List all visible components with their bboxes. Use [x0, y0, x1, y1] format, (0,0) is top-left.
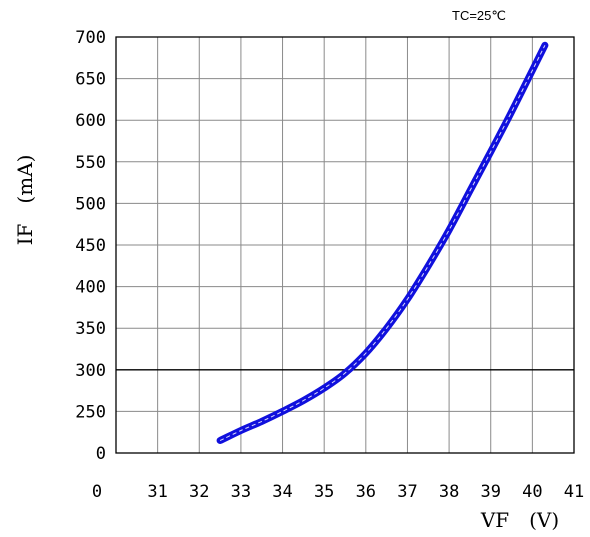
x-tick-label: 35	[314, 482, 334, 502]
y-tick-label: 300	[75, 361, 106, 381]
x-tick-label: 37	[397, 482, 417, 502]
series-line-highlight	[219, 45, 546, 441]
x-tick-label: 41	[564, 482, 584, 502]
grid	[115, 36, 575, 454]
y-tick-label: 400	[75, 278, 106, 298]
y-tick-label: 450	[75, 236, 106, 256]
y-tick-label: 500	[75, 194, 106, 214]
tick-labels: 0 250 300 350 400 450 500 550 600 650 700 0 31 32 33 34…	[75, 28, 584, 502]
x-tick-label: 0	[92, 482, 102, 502]
y-tick-label: 250	[75, 402, 106, 422]
annotation-tc: TC=25℃	[452, 8, 506, 23]
x-tick-label: 36	[356, 482, 376, 502]
x-tick-label: 32	[189, 482, 209, 502]
y-tick-label: 650	[75, 70, 106, 90]
x-axis-title: VF (V)	[480, 508, 559, 532]
series-layer	[216, 41, 549, 444]
y-axis-title: IF (mA)	[13, 155, 37, 246]
y-tick-label: 550	[75, 153, 106, 173]
x-tick-label: 40	[522, 482, 542, 502]
x-tick-label: 39	[480, 482, 500, 502]
series-line	[216, 41, 549, 444]
y-tick-label: 0	[96, 444, 106, 464]
x-tick-label: 34	[272, 482, 292, 502]
x-tick-label: 33	[231, 482, 251, 502]
x-tick-label: 38	[439, 482, 459, 502]
x-tick-label: 31	[147, 482, 167, 502]
y-tick-label: 600	[75, 111, 106, 131]
y-tick-label: 350	[75, 319, 106, 339]
plot-frame	[115, 36, 575, 454]
y-tick-label: 700	[75, 28, 106, 48]
